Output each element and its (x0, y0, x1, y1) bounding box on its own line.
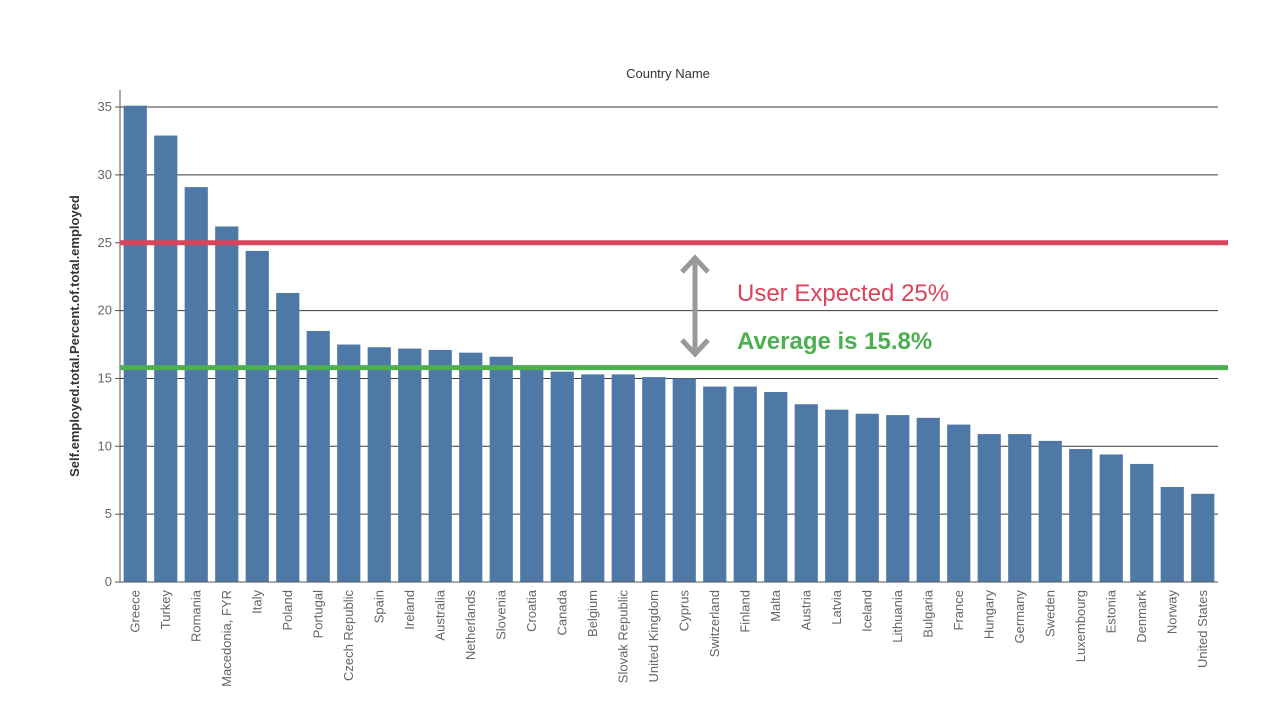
bars (123, 105, 1215, 583)
bar (886, 415, 910, 582)
x-tick-label: Canada (554, 589, 569, 635)
x-tick-label: Germany (1012, 590, 1027, 644)
bar (550, 371, 574, 582)
x-tick-label: Portugal (310, 590, 325, 639)
x-tick-label: Belgium (585, 590, 600, 637)
arrow-head-up (680, 254, 710, 274)
bar (276, 292, 300, 582)
double-arrow (680, 254, 710, 358)
x-tick-label: Greece (127, 590, 142, 633)
bar (245, 250, 269, 582)
x-tick-label: France (951, 590, 966, 630)
x-tick-label: Bulgaria (920, 589, 935, 637)
y-axis-label: Self.employed.total.Percent.of.total.emp… (67, 195, 82, 477)
reference-lines (120, 240, 1228, 371)
x-tick-label: Malta (768, 589, 783, 622)
bar (703, 386, 727, 582)
y-tick-labels: 0 5 10 15 20 25 30 35 (98, 99, 120, 589)
x-tick-label: Netherlands (463, 590, 478, 661)
x-tick-label: Luxembourg (1073, 590, 1088, 662)
y-tick-label: 30 (98, 167, 112, 182)
bar (1038, 440, 1062, 582)
x-tick-label: Turkey (158, 590, 173, 630)
x-tick-label: Hungary (981, 590, 996, 640)
x-tick-label: Sweden (1042, 590, 1057, 637)
x-tick-label: United Kingdom (646, 590, 661, 683)
average-annotation: Average is 15.8% (737, 328, 932, 355)
y-tick-label: 35 (98, 99, 112, 114)
y-tick-label: 20 (98, 303, 112, 318)
x-tick-label: United States (1195, 590, 1210, 669)
bar (916, 417, 940, 582)
bar (1160, 487, 1184, 582)
bar (520, 368, 544, 582)
bar (642, 377, 666, 582)
bar (1191, 493, 1215, 582)
x-tick-label: Cyprus (676, 590, 691, 632)
x-tick-label: Switzerland (707, 590, 722, 657)
y-tick-label: 25 (98, 235, 112, 250)
x-tick-label: Denmark (1134, 590, 1149, 643)
x-tick-label: Poland (280, 590, 295, 630)
bar (367, 347, 391, 582)
x-tick-label: Austria (798, 589, 813, 630)
bar (184, 187, 208, 582)
x-tick-label: Slovenia (493, 589, 508, 640)
bar (215, 226, 239, 582)
bar (1069, 449, 1093, 582)
bar (1099, 454, 1123, 582)
x-tick-label: Norway (1164, 590, 1179, 635)
x-tick-label: Australia (432, 589, 447, 640)
bar (855, 413, 879, 582)
x-tick-label: Estonia (1103, 589, 1118, 633)
y-tick-label: 0 (105, 574, 112, 589)
bar (977, 434, 1001, 582)
y-tick-label: 5 (105, 506, 112, 521)
x-tick-label: Iceland (859, 590, 874, 632)
bar (581, 374, 605, 582)
bar (733, 386, 757, 582)
y-tick-label: 10 (98, 438, 112, 453)
bar (1130, 463, 1154, 582)
x-tick-label: Croatia (524, 589, 539, 632)
bar (764, 392, 788, 582)
x-tick-label: Italy (249, 590, 264, 614)
bar (428, 349, 452, 582)
arrow-head-down (680, 338, 710, 358)
user-expected-annotation: User Expected 25% (737, 280, 949, 307)
x-tick-label: Ireland (402, 590, 417, 630)
bar (825, 409, 849, 582)
bar (794, 404, 818, 582)
y-tick-label: 15 (98, 370, 112, 385)
x-tick-label: Lithuania (890, 589, 905, 643)
bar (337, 344, 361, 582)
bar (672, 378, 696, 582)
x-tick-label: Czech Republic (341, 590, 356, 682)
bar (489, 356, 513, 582)
x-tick-label: Latvia (829, 589, 844, 624)
x-tick-labels: Greece Turkey Romania Macedonia, FYR Italy Po… (127, 589, 1210, 687)
bar (1008, 434, 1032, 582)
bar (154, 135, 178, 582)
bar (306, 330, 330, 582)
x-tick-label: Finland (737, 590, 752, 633)
x-tick-label: Macedonia, FYR (219, 590, 234, 687)
bar (459, 352, 483, 582)
x-tick-label: Slovak Republic (615, 590, 630, 684)
x-tick-label: Romania (188, 589, 203, 642)
chart-title: Country Name (626, 66, 710, 81)
bar (947, 424, 971, 582)
x-tick-label: Spain (371, 590, 386, 623)
bar (398, 348, 422, 582)
bar (123, 105, 147, 583)
bar (611, 374, 635, 582)
